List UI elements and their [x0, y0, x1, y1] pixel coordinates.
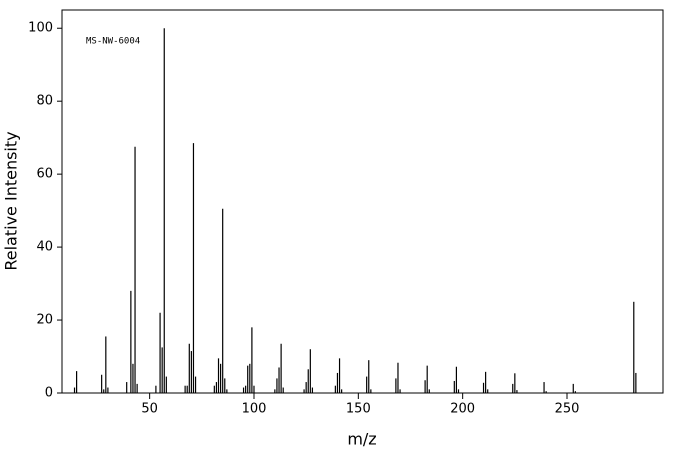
x-tick-label: 50	[141, 402, 158, 417]
y-tick-label: 0	[45, 386, 53, 401]
plot-frame	[61, 9, 664, 394]
x-axis-label: m/z	[347, 430, 376, 449]
y-tick-label: 20	[36, 313, 53, 328]
x-tick-label: 100	[242, 402, 267, 417]
x-tick-label: 250	[555, 402, 580, 417]
x-tick-label: 200	[450, 402, 475, 417]
x-tick-label: 150	[346, 402, 371, 417]
y-tick-label: 80	[36, 94, 53, 109]
y-axis-label: Relative Intensity	[2, 131, 21, 270]
y-tick-label: 60	[36, 167, 53, 182]
y-tick-label: 40	[36, 240, 53, 255]
y-tick-label: 100	[28, 21, 53, 36]
annotation: MS-NW-6004	[86, 37, 140, 47]
